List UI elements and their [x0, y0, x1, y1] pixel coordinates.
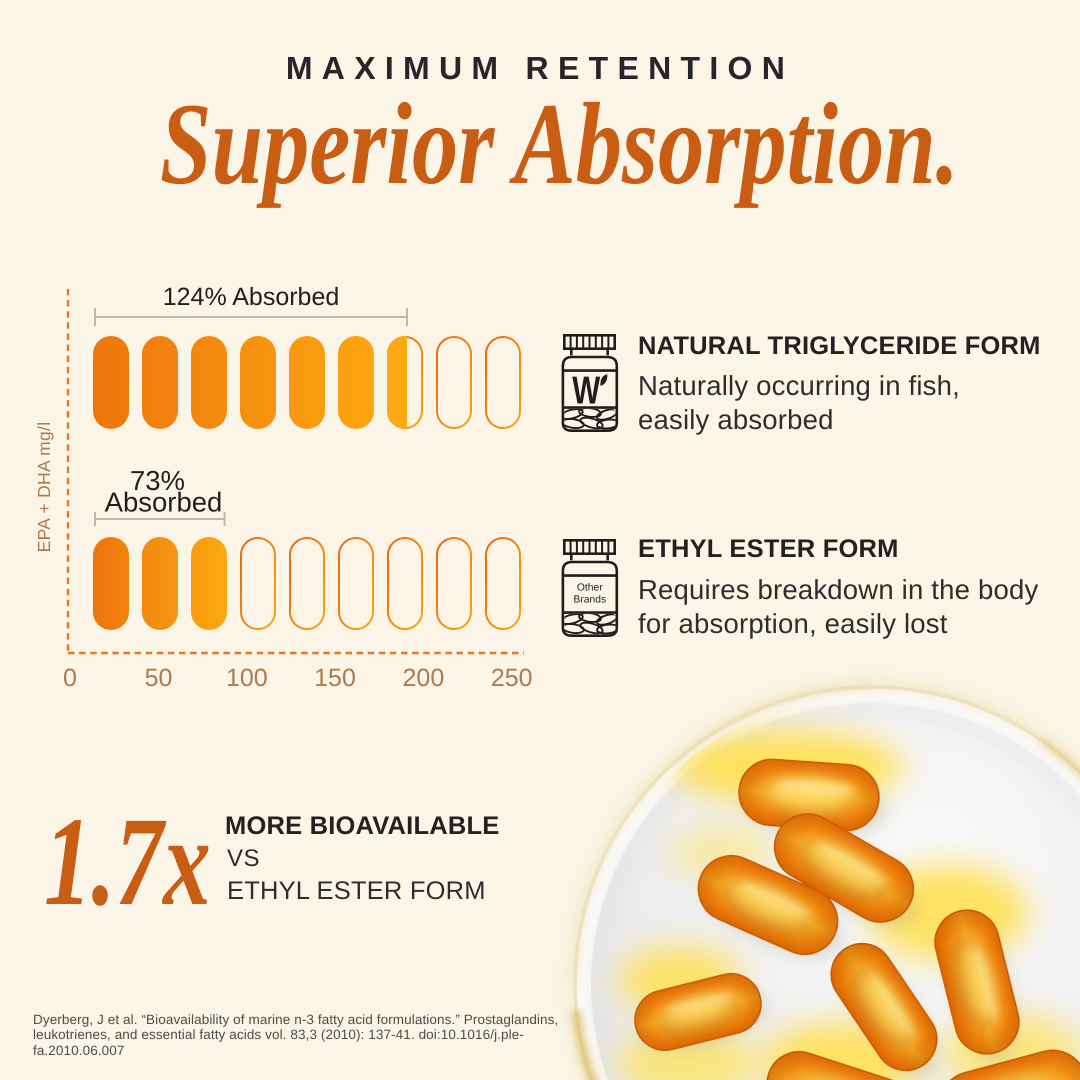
svg-text:Absorbed: Absorbed — [105, 487, 223, 518]
svg-text:0: 0 — [63, 664, 77, 692]
svg-text:124% Absorbed: 124% Absorbed — [163, 283, 340, 311]
svg-text:73%: 73% — [130, 465, 185, 496]
svg-text:200: 200 — [403, 664, 445, 692]
svg-text:EPA + DHA mg/l: EPA + DHA mg/l — [34, 422, 54, 553]
svg-text:W: W — [572, 370, 600, 413]
svg-text:Brands: Brands — [573, 595, 606, 606]
svg-text:150: 150 — [314, 664, 356, 692]
svg-text:100: 100 — [226, 664, 268, 692]
svg-text:50: 50 — [145, 664, 173, 692]
svg-text:Other: Other — [577, 582, 603, 593]
svg-text:250: 250 — [491, 664, 533, 692]
